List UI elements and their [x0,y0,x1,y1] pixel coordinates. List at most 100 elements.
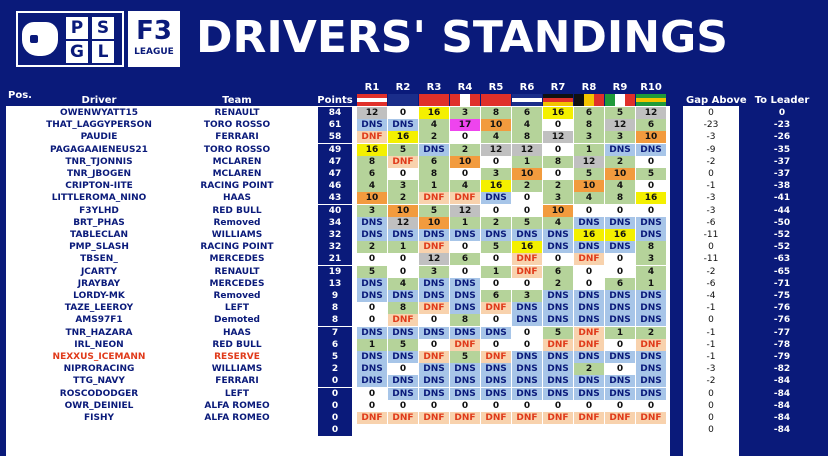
team-name: MCLAREN [212,169,262,179]
team-header: Team [222,95,252,106]
result-cell: 2 [605,155,635,168]
result-cell: DNS [574,387,604,400]
team-name: RACING POINT [200,181,274,192]
result-cell: 0 [543,253,573,266]
points-cell: 40 [318,204,352,217]
result-cell: DNS [574,314,604,327]
result-cell [543,424,573,437]
result-cell: 6 [574,107,604,119]
table-row[interactable]: 23 TTG_NAVY FERRARI 0 DNS DNS DNS DNS DNS DNS DNS D… [0,375,828,388]
round-header-r1: R1 [364,82,380,93]
result-cell: DNS [543,302,573,315]
result-cell: 6 [512,107,542,119]
result-cell: 3 [636,253,666,266]
result-cell: DNF [419,302,449,315]
table-row[interactable]: 1 OWENWYATT15 RENAULT 84 12 0 16 3 8 6 16 6 5 12 0 0 [0,107,828,119]
table-row[interactable]: 13 TBSEN_ MERCEDES 21 0 0 12 6 0 DNF 0 DNF 0 3 -11 -63 [0,253,828,266]
table-row[interactable]: 26 FISHY ALFA ROMEO 0 DNF DNF DNF DNF DNF DNF DNF D… [0,412,828,424]
result-cell [419,424,449,437]
result-cell: 0 [388,168,418,180]
table-row[interactable]: 18 AMS97F1 Demoted 8 0 DNF 0 8 0 DNS DNS DNS DNS DNS 0… [0,314,828,327]
league-logo-text: LEAGUE [134,47,174,57]
round-header-r4: R4 [457,82,473,93]
result-cell: DNF [450,192,480,205]
result-cell: DNS [605,302,635,315]
team-name: MERCEDES [209,278,265,289]
table-row[interactable]: 7 CRIPTON-IITE RACING POINT 46 4 3 1 4 16 2 2 10 4 0-… [0,180,828,193]
result-cell: DNF [388,412,418,424]
table-row[interactable]: 10 BRT_PHAS Removed 34 DNS 12 10 1 2 5 4 DNS DNS DNS -… [0,216,828,229]
table-row[interactable]: 19 TNR_HAZARA HAAS 7 DNS DNS DNS DNS DNS 0 5 DNF 1 2-… [0,326,828,339]
table-row[interactable]: 2 THAT_LAGGYPERSON TORO ROSSO 61 DNS DNS 4 17 10… [0,119,828,132]
result-cell: 10 [388,204,418,217]
result-cell: 0 [605,265,635,278]
position-cell: 13 [6,254,19,265]
position-cell: 4 [6,144,13,155]
to-leader-cell: -63 [773,254,791,265]
to-leader-header: To Leader [754,95,810,106]
table-row[interactable]: 17 TAZE_LEEROY LEFT 8 0 8 DNF DNS DNF DNS DNS DNS DN… [0,302,828,315]
table-row[interactable]: 11 TABLECLAN WILLIAMS 32 DNS DNS DNS DNS DNS DNS D… [0,229,828,241]
points-cell: 6 [318,338,352,351]
result-cell: 0 [388,265,418,278]
table-row[interactable]: 6 TNR_JBOGEN MCLAREN 47 6 0 8 0 3 10 0 5 10 5 0 -37 [0,168,828,180]
result-cell [388,424,418,437]
result-cell: 4 [543,216,573,229]
table-row[interactable]: 24 ROSCODODGER LEFT 0 0 DNS DNS DNS DNS DNS DNS DNS… [0,387,828,400]
driver-name: PAUDIE [80,132,118,143]
table-row[interactable]: 3 PAUDIE FERRARI 58 DNF 16 2 0 4 8 12 3 3 10 -3 -26 [0,131,828,144]
team-name: RENAULT [214,108,260,118]
team-name: ALFA ROMEO [204,400,270,411]
australia-flag [388,94,418,106]
result-cell: DNS [388,375,418,388]
result-cell: 0 [512,277,542,290]
table-row[interactable]: 9 F3YLHD RED BULL 40 3 10 5 12 0 0 10 0 0 0 -3 -44 [0,204,828,217]
gap-above-cell: -6 [706,278,716,289]
table-row[interactable]: 22 NIPRORACING WILLIAMS 2 DNS 0 DNS DNS DNS DNS DN… [0,363,828,376]
table-row[interactable]: 5 TNR_TJONNIS MCLAREN 47 8 DNF 6 10 0 1 8 12 2 0 -2 -37 [0,155,828,168]
result-cell: 3 [450,107,480,119]
team-name: RED BULL [212,205,262,216]
result-cell: DNS [450,375,480,388]
psgl-logo: P S G L [16,11,124,67]
points-cell: 0 [318,387,352,400]
page-title: DRIVERS' STANDINGS [196,12,728,63]
result-cell: 5 [481,241,511,254]
table-row[interactable]: 21 NEXXUS_ICEMANN RESERVE 5 DNS DNS DNF 5 DNF DNS… [0,351,828,363]
result-cell: 3 [419,265,449,278]
result-cell: DNF [512,253,542,266]
to-leader-cell: -65 [773,266,791,277]
table-row[interactable]: 20 IRL_NEON RED BULL 6 1 5 0 DNF 0 0 DNF DNF 0 DNF -1-… [0,338,828,351]
result-cell: 0 [574,277,604,290]
table-row[interactable]: 8 LITTLEROMA_NINO HAAS 43 10 2 DNF DNF DNS 0 3 4 8 16… [0,192,828,205]
result-cell: DNS [574,302,604,315]
result-cell: 16 [481,180,511,193]
team-name: FERRARI [215,132,259,143]
result-cell: DNS [636,314,666,327]
result-cell: DNF [512,265,542,278]
table-row[interactable]: 16 LORDY-MK Removed 9 DNS DNS DNS DNS 6 3 DNS DNS DN… [0,290,828,302]
to-leader-cell: -52 [773,230,791,240]
result-cell: 0 [574,204,604,217]
points-cell: 7 [318,326,352,339]
table-row[interactable]: 15 JRAYBAY MERCEDES 13 DNS 4 DNS DNS 0 0 2 0 6 1 -6 -71 [0,277,828,290]
driver-name: LITTLEROMA_NINO [51,193,147,204]
driver-name: TABLECLAN [70,230,128,240]
position-cell: 20 [6,339,19,350]
table-row[interactable]: 4 PAGAGAAIENEUS21 TORO ROSSO 49 16 5 DNS 2 12 12 0… [0,143,828,156]
result-cell: DNS [419,143,449,156]
result-cell: 0 [636,180,666,193]
driver-name: TTG_NAVY [73,376,125,387]
points-cell: 58 [318,131,352,144]
gap-above-cell: -4 [706,291,716,301]
table-row[interactable]: 14 JCARTY RENAULT 19 5 0 3 0 1 DNF 6 0 0 4 -2 -65 [0,265,828,278]
driver-name: THAT_LAGGYPERSON [46,120,152,131]
driver-name: AMS97F1 [75,315,123,326]
result-cell: 0 [605,204,635,217]
table-row[interactable]: 12 PMP_SLASH RACING POINT 32 2 1 DNF 0 5 16 DNS DNS… [0,241,828,254]
position-cell: 6 [6,169,13,179]
table-row[interactable]: 25 OWR_DEINIEL ALFA ROMEO 0 0 0 0 0 0 0 0 0 0 0 0 -84 [0,399,828,412]
table-row[interactable]: 27 0 0 -84 [0,424,828,437]
result-cell: DNS [357,277,387,290]
gap-above-cell: -2 [706,376,716,387]
